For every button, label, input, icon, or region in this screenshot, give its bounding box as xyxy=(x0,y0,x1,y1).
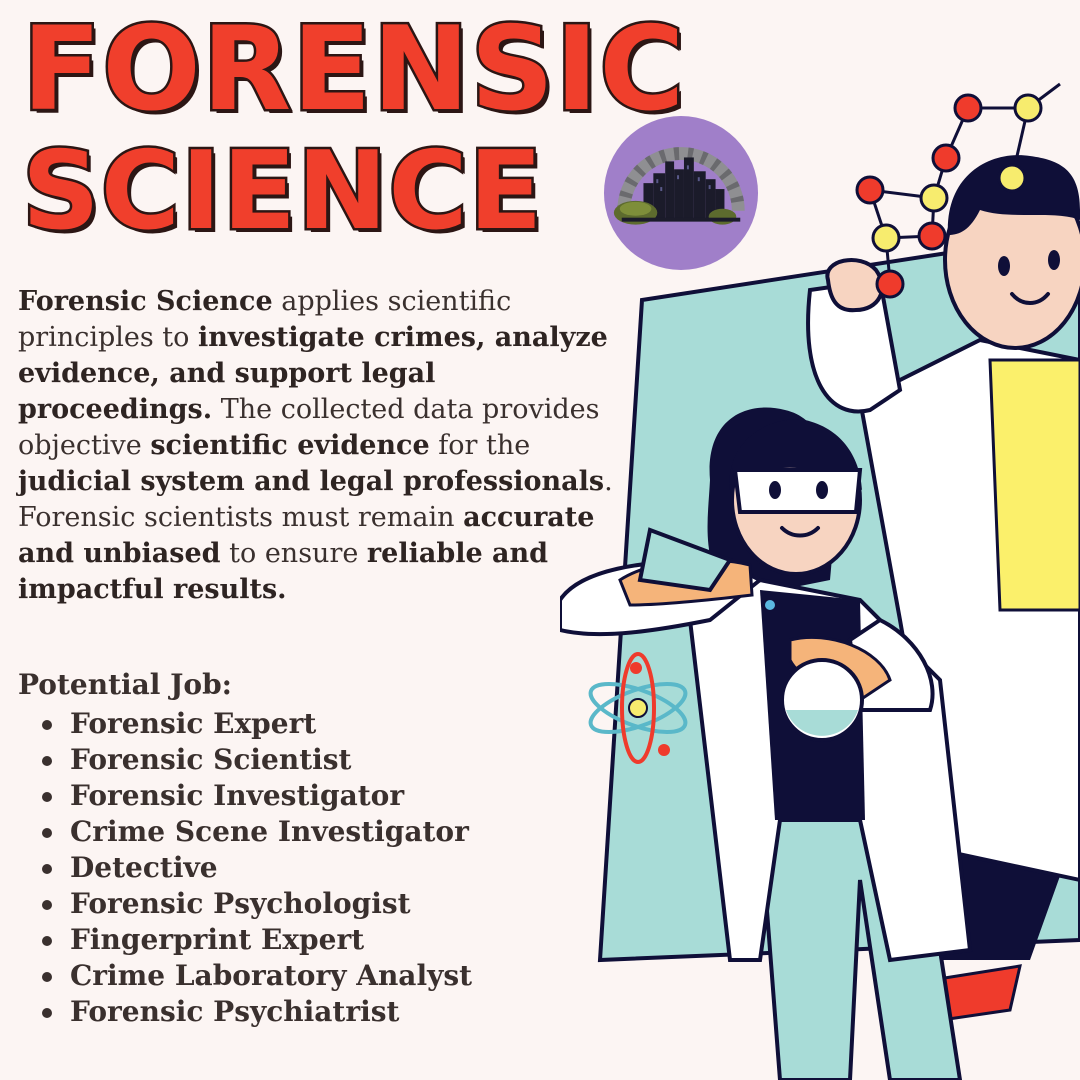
job-label: Forensic Investigator xyxy=(70,779,405,812)
bullet-icon xyxy=(42,720,52,730)
job-item: Forensic Investigator xyxy=(32,778,472,814)
bullet-icon xyxy=(42,792,52,802)
description-text: . Forensic scientists must remain xyxy=(18,466,613,533)
description-bold-text: judicial system and legal professionals xyxy=(18,466,605,497)
description-bold-text: investigate crimes, analyze evidence, an… xyxy=(18,322,608,425)
job-item: Fingerprint Expert xyxy=(32,922,472,958)
job-label: Fingerprint Expert xyxy=(70,923,365,956)
bullet-icon xyxy=(42,936,52,946)
job-item: Detective xyxy=(32,850,472,886)
scientists-illustration xyxy=(560,82,1080,1080)
job-item: Forensic Psychologist xyxy=(32,886,472,922)
description-text: The collected data provides objective xyxy=(18,394,600,461)
description-text: applies scientific principles to xyxy=(18,286,512,353)
bullet-icon xyxy=(42,900,52,910)
job-label: Detective xyxy=(70,851,218,884)
job-item: Forensic Expert xyxy=(32,706,472,742)
job-label: Forensic Scientist xyxy=(70,743,352,776)
title-line-1: FORENSIC xyxy=(19,2,686,137)
job-item: Forensic Psychiatrist xyxy=(32,994,472,1030)
job-label: Forensic Psychiatrist xyxy=(70,995,400,1028)
description-bold-text: reliable and impactful results. xyxy=(18,538,549,605)
bullet-icon xyxy=(42,1008,52,1018)
job-label: Forensic Psychologist xyxy=(70,887,411,920)
description-bold-text: scientific evidence xyxy=(150,430,430,461)
description-bold-text: Forensic Science xyxy=(18,286,273,317)
bullet-icon xyxy=(42,756,52,766)
bullet-icon xyxy=(42,864,52,874)
job-label: Forensic Expert xyxy=(70,707,317,740)
description-text: for the xyxy=(429,430,531,461)
job-label: Crime Scene Investigator xyxy=(70,815,469,848)
bullet-icon xyxy=(42,972,52,982)
title-line-2: SCIENCE xyxy=(19,129,544,254)
job-label: Crime Laboratory Analyst xyxy=(70,959,473,992)
job-item: Crime Laboratory Analyst xyxy=(32,958,472,994)
description-text: to ensure xyxy=(220,538,367,569)
jobs-list: Forensic Expert Forensic Scientist Forensi… xyxy=(32,706,472,1030)
description-bold-text: accurate and unbiased xyxy=(18,502,595,569)
city-skyline-logo-icon xyxy=(603,115,759,271)
job-item: Crime Scene Investigator xyxy=(32,814,472,850)
job-item: Forensic Scientist xyxy=(32,742,472,778)
jobs-heading: Potential Job: xyxy=(18,668,233,701)
bullet-icon xyxy=(42,828,52,838)
description-paragraph: Forensic Science applies scientific prin… xyxy=(18,284,638,608)
